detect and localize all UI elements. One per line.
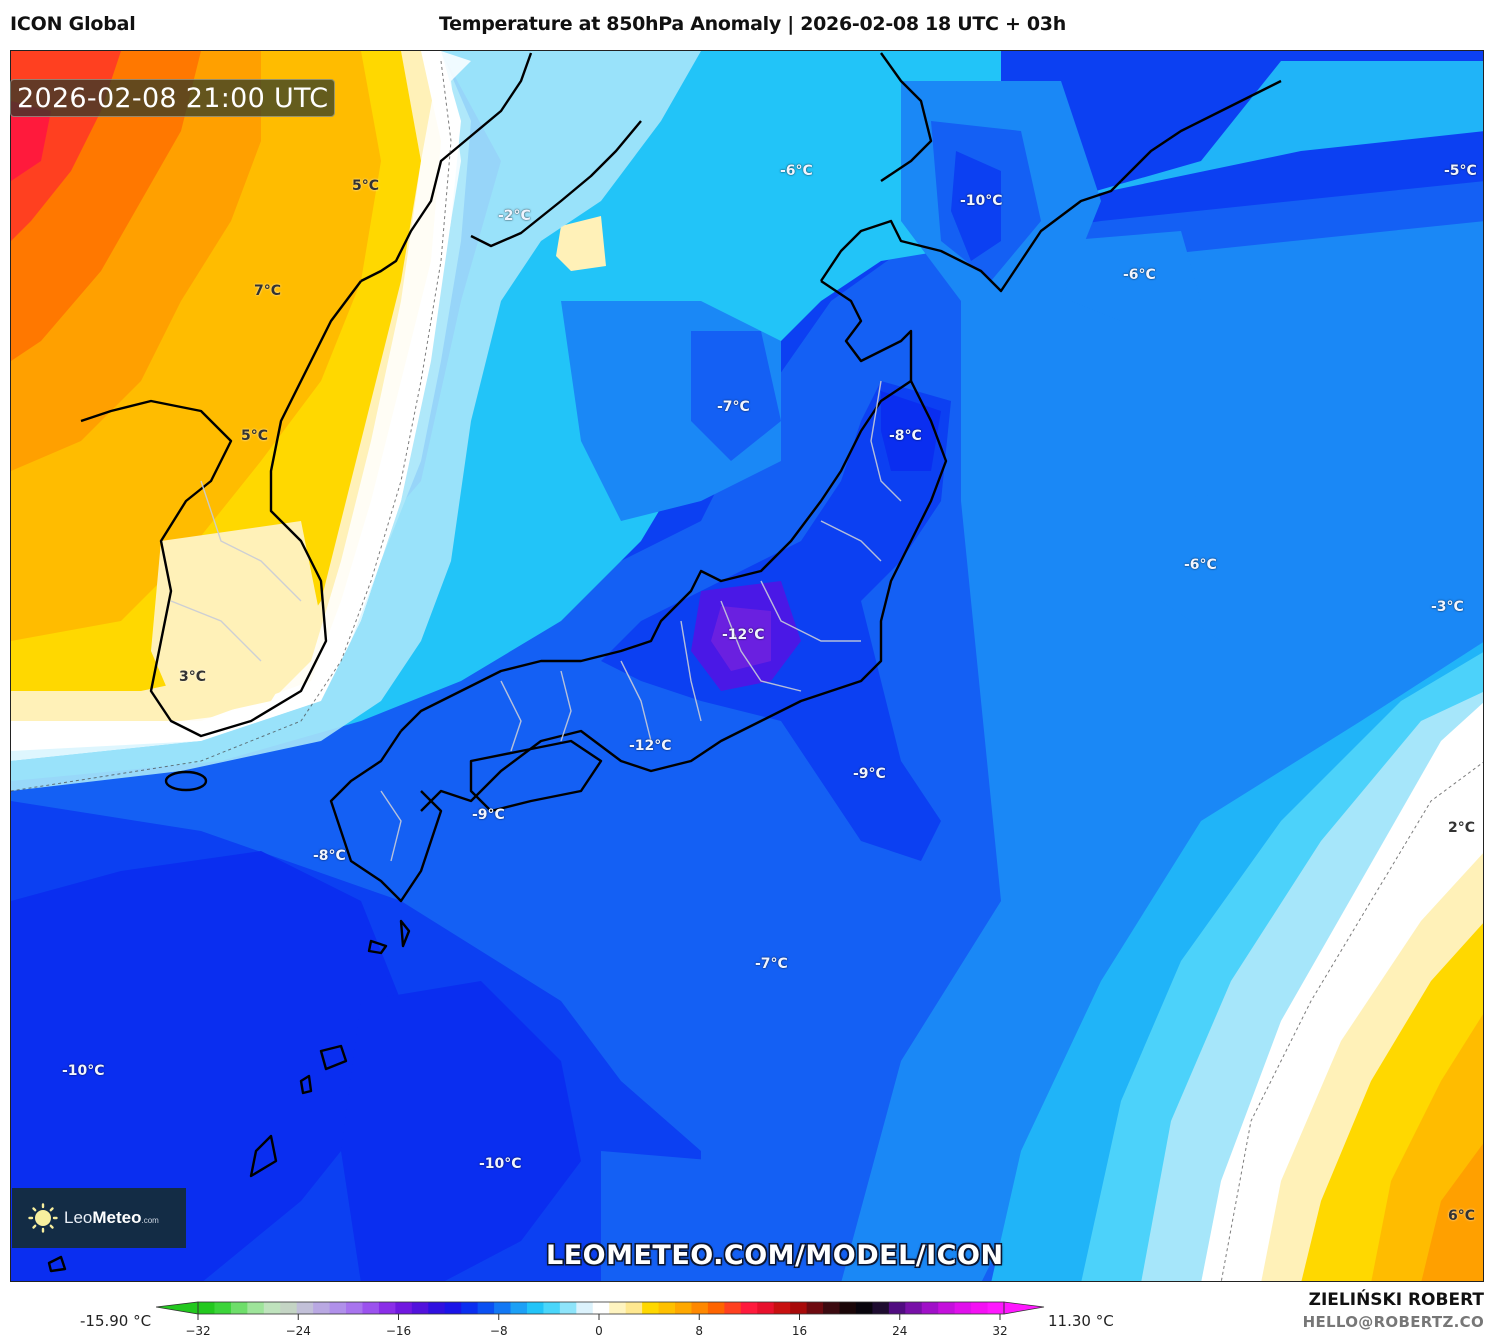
temperature-label: -6°C (1123, 267, 1156, 283)
logo-wordmark: LeoMeteo.com (64, 1208, 159, 1227)
temperature-label: 2°C (1448, 820, 1476, 836)
leometeo-logo[interactable]: LeoMeteo.com (12, 1188, 186, 1248)
colorbar-tick-label: 32 (992, 1324, 1008, 1338)
temperature-label: -10°C (62, 1063, 105, 1079)
temperature-label: 5°C (241, 428, 269, 444)
temperature-label: -6°C (780, 163, 813, 179)
valid-time-badge: 2026-02-08 21:00 UTC (10, 79, 336, 117)
colorbar-tick-label: −32 (185, 1324, 211, 1338)
temperature-label: 7°C (254, 283, 282, 299)
temperature-label: -10°C (960, 193, 1003, 209)
sun-icon (28, 1203, 58, 1233)
model-name: ICON Global (10, 13, 136, 35)
author-name: ZIELIŃSKI ROBERT (1308, 1290, 1484, 1310)
colorbar-tick-label: −24 (285, 1324, 311, 1338)
colorbar-max-value: 11.30 °C (1048, 1312, 1114, 1330)
temperature-label: -6°C (1184, 557, 1217, 573)
chart-title: Temperature at 850hPa Anomaly | 2026-02-… (439, 13, 1066, 35)
colorbar-tick-label: 0 (595, 1324, 603, 1338)
temperature-anomaly-map (10, 50, 1484, 1282)
colorbar-tick-label: 16 (791, 1324, 808, 1338)
colorbar-tick-label: 8 (695, 1324, 704, 1338)
temperature-label: 5°C (352, 178, 380, 194)
map-field (11, 51, 1483, 1281)
colorbar-tick-label: −8 (489, 1324, 508, 1338)
temperature-label: -9°C (853, 766, 886, 782)
coastlines (47, 52, 1282, 1273)
temperature-label: -2°C (498, 208, 531, 224)
temperature-label: -3°C (1431, 599, 1464, 615)
temperature-label: 6°C (1448, 1208, 1476, 1224)
temperature-label: -12°C (722, 627, 765, 643)
temperature-label: -5°C (1444, 163, 1477, 179)
temperature-label: -8°C (889, 428, 922, 444)
temperature-label: -8°C (313, 848, 346, 864)
temperature-label: 3°C (179, 669, 207, 685)
temperature-label: -7°C (717, 399, 750, 415)
temperature-label: -12°C (629, 738, 672, 754)
temperature-label: -7°C (755, 956, 788, 972)
temperature-label: -9°C (472, 807, 505, 823)
author-email[interactable]: HELLO@ROBERTZ.CO (1302, 1313, 1484, 1331)
colorbar-tick-label: 24 (892, 1324, 908, 1338)
temperature-label: -10°C (479, 1156, 522, 1172)
colorbar (155, 1300, 1046, 1328)
colorbar-tick-label: −16 (385, 1324, 412, 1338)
colorbar-min-value: -15.90 °C (80, 1312, 152, 1330)
source-url-watermark[interactable]: LEOMETEO.COM/MODEL/ICON (546, 1240, 1004, 1271)
